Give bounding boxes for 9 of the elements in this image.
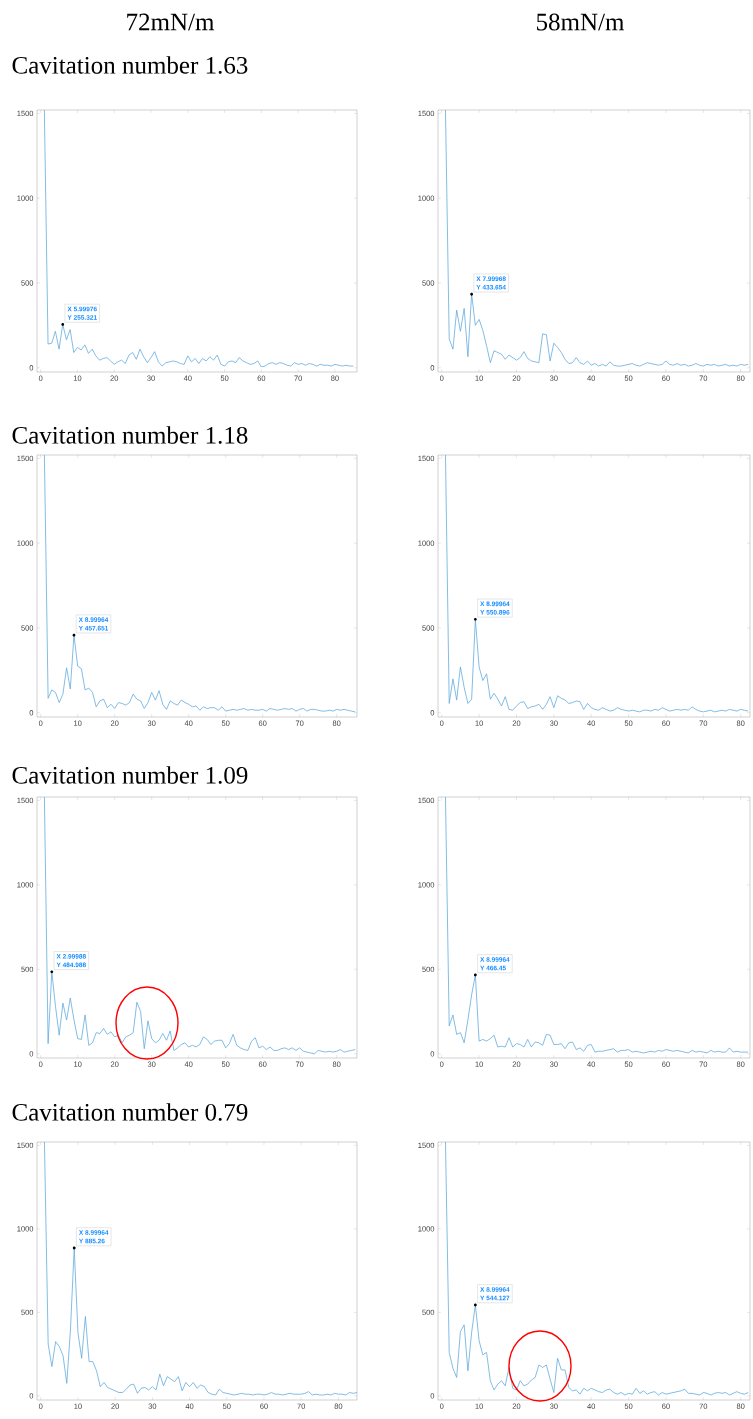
chart-subtitle: Cavitation number 1.63	[12, 56, 248, 74]
chart-title: Cavitation number 0.79	[12, 1103, 248, 1121]
chart-title: Cavitation number 1.09	[12, 766, 248, 784]
line-series	[44, 797, 356, 1055]
line-series	[44, 455, 356, 713]
chart-title: Cavitation number 1.18	[12, 426, 248, 444]
line-series	[43, 110, 354, 368]
chart-title: 72mN/m	[127, 13, 215, 31]
chart-title: 58mN/m	[537, 13, 625, 31]
